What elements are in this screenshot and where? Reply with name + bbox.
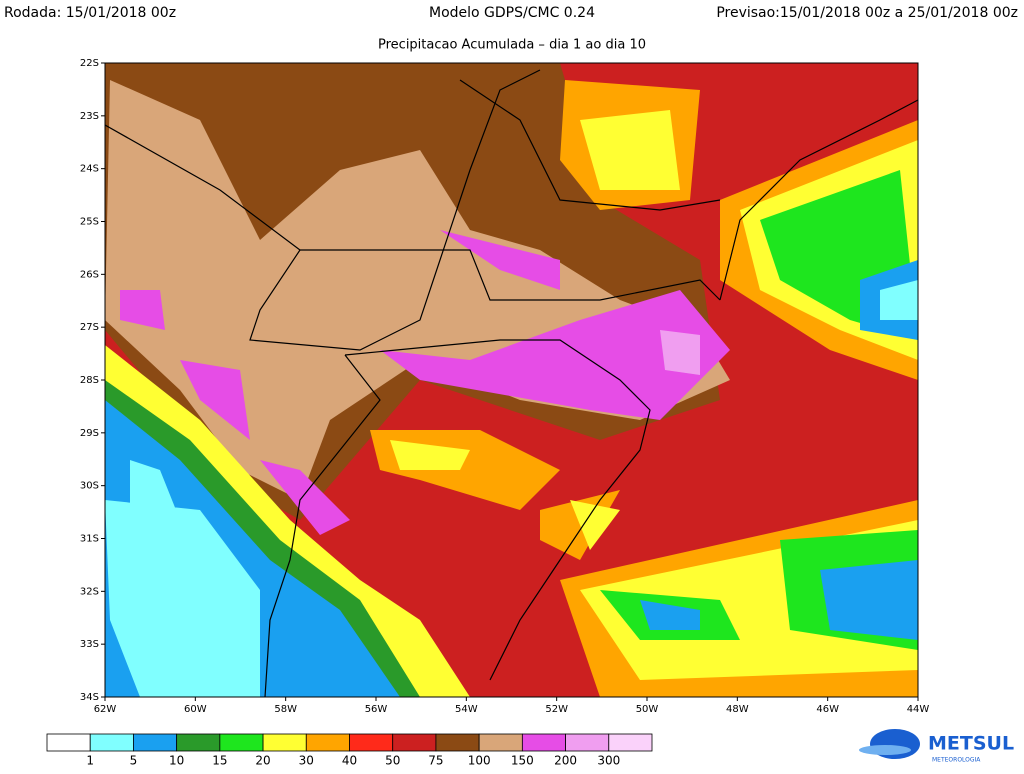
- legend-swatch: [219, 733, 264, 752]
- lon-label: 60W: [184, 704, 207, 715]
- legend-swatch: [478, 733, 523, 752]
- lon-label: 46W: [816, 704, 839, 715]
- lon-label: 56W: [365, 704, 388, 715]
- legend-label: 200: [554, 754, 577, 768]
- legend-swatch: [262, 733, 307, 752]
- lat-label: 30S: [80, 481, 99, 492]
- lon-label: 44W: [907, 704, 930, 715]
- borders: [105, 69, 918, 697]
- lat-label: 29S: [80, 428, 99, 439]
- run-label: Rodada: 15/01/2018 00z: [4, 5, 176, 21]
- legend-label: 20: [255, 754, 270, 768]
- legend-swatch: [349, 733, 394, 752]
- lat-label: 23S: [80, 111, 99, 122]
- legend-swatch: [46, 733, 91, 752]
- lat-label: 31S: [80, 534, 99, 545]
- legend-label: 100: [468, 754, 491, 768]
- lon-label: 62W: [94, 704, 117, 715]
- logo-tagline: METEOROLOGIA: [932, 757, 981, 764]
- legend-label: 50: [385, 754, 400, 768]
- legend-label: 30: [299, 754, 314, 768]
- legend-label: 1: [86, 754, 94, 768]
- legend-swatch: [608, 733, 653, 752]
- logo-name: METSUL: [928, 733, 1014, 755]
- lat-label: 28S: [80, 375, 99, 386]
- lat-label: 27S: [80, 322, 99, 333]
- precip-field: [105, 63, 918, 697]
- lat-label: 33S: [80, 639, 99, 650]
- lon-label: 52W: [545, 704, 568, 715]
- logo-swoosh: [859, 745, 911, 755]
- map-subtitle: Precipitacao Acumulada – dia 1 ao dia 10: [378, 38, 646, 53]
- lon-label: 58W: [274, 704, 297, 715]
- legend-label: 75: [428, 754, 443, 768]
- legend-swatch: [133, 733, 178, 752]
- legend-swatch: [305, 733, 350, 752]
- legend-label: 300: [597, 754, 620, 768]
- model-label: Modelo GDPS/CMC 0.24: [429, 5, 595, 21]
- legend-swatch: [435, 733, 480, 752]
- legend-label: 15: [212, 754, 227, 768]
- legend-label: 150: [511, 754, 534, 768]
- lat-label: 34S: [80, 692, 99, 703]
- lat-label: 32S: [80, 586, 99, 597]
- lon-label: 50W: [636, 704, 659, 715]
- lat-label: 24S: [80, 164, 99, 175]
- legend-swatch: [392, 733, 437, 752]
- lat-label: 22S: [80, 58, 99, 69]
- legend-label: 40: [342, 754, 357, 768]
- legend-swatch: [89, 733, 134, 752]
- legend-swatch: [565, 733, 610, 752]
- lat-label: 26S: [80, 269, 99, 280]
- logo: METSUL METEOROLOGIA: [859, 729, 1014, 764]
- lon-label: 48W: [726, 704, 749, 715]
- legend-swatch: [521, 733, 566, 752]
- legend-label: 5: [130, 754, 138, 768]
- lon-label: 54W: [455, 704, 478, 715]
- legend-swatch: [176, 733, 221, 752]
- forecast-label: Previsao:15/01/2018 00z a 25/01/2018 00z: [716, 5, 1018, 21]
- legend-label: 10: [169, 754, 184, 768]
- lat-label: 25S: [80, 217, 99, 228]
